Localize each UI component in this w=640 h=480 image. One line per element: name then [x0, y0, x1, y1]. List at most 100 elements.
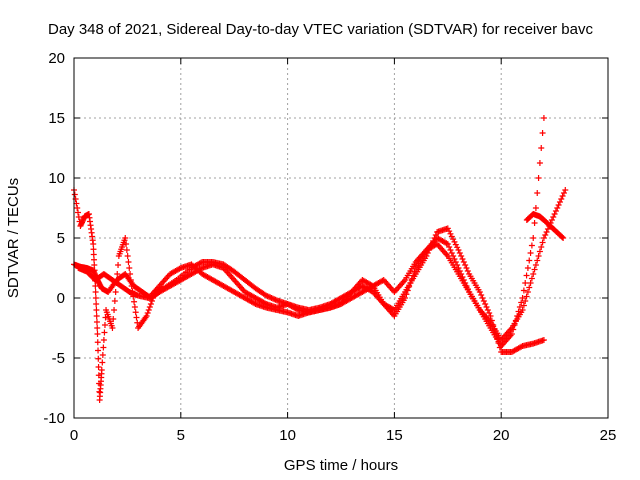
y-tick-label: 20: [48, 50, 65, 67]
data-point-track-a: [540, 337, 547, 343]
data-point-interp: [92, 295, 99, 301]
data-point-interp: [176, 265, 183, 272]
data-point-interp: [462, 262, 469, 268]
data-point-track-b: [90, 241, 97, 247]
data-point-track-b: [98, 367, 105, 373]
x-tick-label: 0: [70, 427, 78, 444]
y-axis-label: SDTVAR / TECUs: [5, 178, 22, 298]
data-point-interp: [550, 214, 557, 220]
data-point-interp: [432, 241, 439, 248]
data-point-interp: [448, 233, 455, 240]
data-point-interp: [90, 251, 97, 258]
data-point-track-a: [444, 225, 451, 232]
data-point-track-c: [551, 211, 558, 217]
data-point-interp: [464, 268, 471, 274]
plot-frame: [73, 57, 609, 419]
data-point-interp: [559, 234, 566, 241]
x-axis-label: GPS time / hours: [284, 457, 398, 474]
data-point-interp: [91, 262, 98, 268]
data-point-interp: [528, 242, 535, 249]
data-point-interp: [123, 241, 130, 247]
data-point-interp: [515, 308, 522, 315]
data-point-interp: [460, 259, 467, 265]
data-point-interp: [535, 253, 542, 259]
data-point-track-b: [92, 283, 99, 289]
data-point-interp: [148, 298, 155, 304]
data-point-interp: [522, 280, 529, 286]
data-point-interp: [524, 265, 531, 271]
data-point-interp: [543, 229, 550, 235]
data-point-interp: [447, 247, 454, 253]
data-point-interp: [459, 256, 466, 262]
data-point-track-c: [540, 235, 547, 241]
data-point-interp: [482, 301, 489, 307]
data-points: [71, 115, 569, 403]
data-point-track-c: [530, 271, 537, 277]
data-point-interp: [93, 307, 100, 313]
data-point-interp: [126, 265, 133, 271]
data-point-interp: [456, 268, 463, 274]
data-point-track-b: [540, 115, 547, 121]
data-point-interp: [94, 339, 101, 346]
x-tick-label: 25: [600, 427, 617, 444]
data-point-interp: [100, 337, 107, 343]
data-point-interp: [95, 347, 102, 354]
data-point-interp: [542, 232, 549, 238]
data-point-interp: [483, 304, 490, 310]
data-point-interp: [131, 298, 138, 305]
data-point-track-b: [519, 295, 526, 301]
data-point-interp: [379, 277, 386, 284]
data-point-interp: [539, 239, 546, 246]
data-point-interp: [536, 160, 543, 166]
data-point-interp: [95, 355, 102, 362]
data-point-interp: [114, 271, 121, 277]
data-point-interp: [478, 292, 485, 298]
data-point-interp: [535, 175, 542, 181]
data-point-interp: [446, 228, 453, 235]
data-point-interp: [559, 193, 566, 199]
data-point-interp: [531, 266, 538, 273]
data-point-interp: [127, 277, 134, 283]
data-point-interp: [94, 325, 101, 331]
data-point-interp: [526, 257, 533, 264]
data-point-interp: [147, 301, 154, 307]
data-point-interp: [558, 196, 565, 202]
data-point-interp: [91, 256, 98, 263]
data-point-interp: [552, 208, 559, 214]
data-point-interp: [146, 304, 153, 310]
data-point-interp: [197, 259, 204, 266]
data-point-track-b: [444, 241, 451, 247]
data-point-interp: [534, 190, 541, 196]
data-point-interp: [403, 291, 410, 298]
data-point-interp: [124, 253, 131, 259]
data-point-interp: [484, 307, 491, 313]
data-point-interp: [93, 301, 100, 307]
data-point-interp: [518, 343, 525, 350]
data-point-interp: [74, 205, 81, 211]
data-point-interp: [127, 271, 134, 277]
data-point-interp: [110, 316, 117, 322]
data-point-interp: [131, 304, 138, 310]
data-point-interp: [100, 344, 107, 351]
data-point-interp: [456, 250, 463, 256]
data-point-interp: [536, 248, 543, 255]
x-tick-label: 20: [493, 427, 510, 444]
data-point-interp: [554, 205, 561, 211]
data-point-interp: [527, 280, 534, 286]
data-point-interp: [93, 313, 100, 319]
data-point-track-b: [109, 325, 116, 331]
data-point-interp: [555, 202, 562, 208]
data-point-interp: [479, 295, 486, 301]
data-point-interp: [534, 257, 541, 264]
data-point-interp: [451, 238, 458, 245]
x-tick-label: 5: [177, 427, 185, 444]
axis-ticks: 0 5 10 15 20 25 -10 -5 0 5 10 15 20: [43, 50, 616, 444]
data-point-interp: [115, 262, 122, 268]
data-point-track-b: [122, 235, 129, 241]
data-point-track-a: [455, 247, 462, 253]
data-point-interp: [522, 298, 529, 304]
data-point-interp: [101, 329, 108, 336]
data-point-interp: [526, 284, 533, 291]
data-point-interp: [144, 310, 151, 316]
data-point-interp: [560, 190, 567, 196]
